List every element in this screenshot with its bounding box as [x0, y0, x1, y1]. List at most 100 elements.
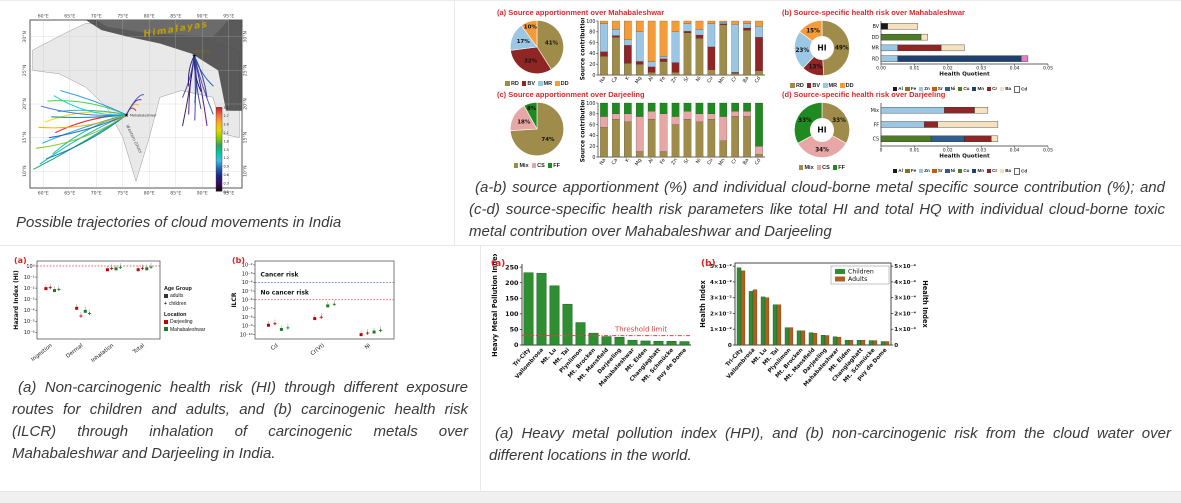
svg-text:60: 60	[589, 40, 595, 46]
svg-text:75°E: 75°E	[117, 191, 128, 197]
svg-text:65°E: 65°E	[64, 191, 75, 197]
bottom-row: 10⁰ 10⁻¹ 10⁻² 10⁻³ 10⁻⁴ 10⁻⁵ 10⁻⁶ Hazard Index …	[0, 246, 1181, 491]
ilcr-scatter: 10⁻² 10⁻³ 10⁻⁴ 10⁻⁵ 10⁻⁶ 10⁻⁷ 10⁻⁸ 10⁻⁹ 10⁻¹⁰ ILC…	[230, 254, 398, 371]
svg-text:95°E: 95°E	[223, 14, 234, 20]
scatter-legend: Age Group adults + children Location Darjeeli…	[164, 286, 206, 333]
svg-text:4×10⁻⁴: 4×10⁻⁴	[894, 279, 916, 286]
svg-text:75°E: 75°E	[117, 14, 128, 20]
svg-text:10⁻³: 10⁻³	[242, 271, 253, 277]
svg-text:Health Index: Health Index	[921, 280, 929, 328]
svg-text:10⁻⁵: 10⁻⁵	[242, 289, 253, 295]
svg-text:0.04: 0.04	[1010, 66, 1020, 72]
svg-text:Health Quotient: Health Quotient	[939, 72, 990, 78]
svg-text:0: 0	[592, 155, 595, 161]
svg-text:100: 100	[586, 101, 595, 107]
svg-text:(a): (a)	[491, 259, 505, 269]
svg-text:5×10⁻⁴: 5×10⁻⁴	[894, 263, 916, 270]
svg-text:Mn: Mn	[718, 158, 727, 167]
svg-text:K: K	[624, 157, 631, 163]
svg-text:41%: 41%	[545, 41, 559, 47]
svg-text:20: 20	[589, 144, 595, 150]
svg-text:0.3: 0.3	[224, 181, 229, 185]
svg-text:0: 0	[728, 343, 732, 349]
svg-text:20°N: 20°N	[243, 98, 249, 110]
svg-text:(b): (b)	[701, 259, 716, 269]
svg-text:Mix: Mix	[871, 108, 879, 114]
svg-text:10°N: 10°N	[22, 165, 28, 177]
svg-text:K: K	[624, 75, 631, 81]
svg-text:Na: Na	[599, 157, 608, 166]
svg-text:Ni: Ni	[695, 76, 703, 83]
svg-text:2×10⁻²: 2×10⁻²	[710, 310, 732, 317]
svg-text:0.02: 0.02	[943, 148, 953, 154]
svg-text:10⁻⁶: 10⁻⁶	[24, 330, 35, 336]
donut-chart-darjeeling: HI 33% 34% 33%	[792, 100, 852, 165]
svg-text:85°E: 85°E	[170, 14, 181, 20]
svg-text:0: 0	[880, 148, 883, 154]
panel-hpi-cell: 0 50 100 150 200 250 Heavy Metal Pollution Ind…	[481, 246, 1181, 491]
svg-text:0.05: 0.05	[1043, 148, 1053, 154]
svg-text:10⁻²: 10⁻²	[242, 263, 253, 269]
svg-text:0: 0	[592, 73, 595, 79]
svg-text:Darjeeling: Darjeeling	[193, 50, 210, 54]
svg-text:60°E: 60°E	[38, 14, 49, 20]
svg-text:Sr: Sr	[683, 157, 691, 165]
panel-risk-cell: 10⁰ 10⁻¹ 10⁻² 10⁻³ 10⁻⁴ 10⁻⁵ 10⁻⁶ Hazard Index …	[0, 246, 481, 491]
subpanel-a-title: (a) Source apportionment over Mahabalesh…	[497, 8, 665, 17]
svg-text:200: 200	[505, 279, 519, 287]
svg-text:Zn: Zn	[670, 158, 678, 167]
svg-text:Health Index: Health Index	[699, 280, 707, 328]
svg-text:15%: 15%	[806, 28, 820, 34]
svg-text:DD: DD	[872, 35, 880, 41]
svg-text:CS: CS	[873, 137, 879, 143]
hpi-figure: 0 50 100 150 200 250 Heavy Metal Pollution Ind…	[489, 251, 1171, 399]
svg-text:HI: HI	[817, 44, 827, 53]
hpi-bar-chart: 0 50 100 150 200 250 Heavy Metal Pollution Ind…	[489, 251, 697, 399]
svg-text:10⁻⁹: 10⁻⁹	[242, 324, 253, 330]
svg-text:Adults: Adults	[848, 276, 867, 283]
svg-text:0.02: 0.02	[943, 66, 953, 72]
risk-figure: 10⁰ 10⁻¹ 10⁻² 10⁻³ 10⁻⁴ 10⁻⁵ 10⁻⁶ Hazard Index …	[12, 254, 468, 371]
svg-text:(b): (b)	[232, 256, 245, 265]
svg-text:Ca: Ca	[611, 76, 619, 85]
svg-text:80: 80	[589, 112, 595, 118]
svg-text:Mg: Mg	[634, 76, 643, 85]
svg-text:10⁻³: 10⁻³	[24, 297, 35, 303]
svg-text:BV: BV	[873, 24, 880, 30]
stacked-bars-mahabaleshwar: 0 20 40 60 80 100 Source contribution Na Ca K Mg Al…	[579, 16, 767, 97]
svg-text:10⁻⁷: 10⁻⁷	[242, 306, 253, 312]
svg-text:No cancer risk: No cancer risk	[261, 289, 310, 296]
svg-text:10%: 10%	[524, 24, 538, 30]
svg-text:0: 0	[894, 343, 898, 349]
svg-text:10⁰: 10⁰	[26, 264, 34, 270]
svg-text:0.01: 0.01	[910, 66, 920, 72]
subpanel-b: (b) Source-specific health risk over Mah…	[780, 7, 1165, 93]
svg-text:20: 20	[589, 62, 595, 68]
svg-text:25°N: 25°N	[243, 65, 249, 77]
svg-text:100: 100	[586, 19, 595, 25]
svg-text:Children: Children	[848, 269, 874, 276]
svg-text:Hazard Index (HI): Hazard Index (HI)	[13, 270, 20, 330]
pie-chart-mahabaleshwar: 41% 32% 17% 10%	[508, 18, 566, 81]
svg-text:Cr(VI): Cr(VI)	[310, 343, 326, 357]
svg-text:34%: 34%	[815, 148, 829, 154]
stacked-bars-darjeeling: 0 20 40 60 80 100 Source contribution Na Ca K Mg Al…	[579, 98, 767, 179]
svg-text:40: 40	[589, 133, 595, 139]
svg-text:18%: 18%	[517, 120, 531, 126]
svg-text:Threshold limit: Threshold limit	[614, 326, 667, 334]
svg-text:Cr: Cr	[730, 157, 738, 166]
svg-text:0: 0	[514, 341, 519, 349]
svg-text:60°E: 60°E	[38, 191, 49, 197]
svg-text:80°E: 80°E	[144, 14, 155, 20]
svg-text:Sr: Sr	[683, 75, 691, 83]
source-figure: (a) Source apportionment over Mahabalesh…	[495, 7, 1165, 175]
svg-text:Cancer risk: Cancer risk	[261, 272, 300, 279]
svg-text:ILCR: ILCR	[231, 292, 238, 307]
subpanel-c-title: (c) Source apportionment over Darjeeling	[497, 90, 645, 99]
svg-text:30°N: 30°N	[243, 31, 249, 43]
svg-text:10⁻¹⁰: 10⁻¹⁰	[240, 332, 253, 338]
svg-text:Cr: Cr	[730, 75, 738, 84]
svg-text:Mn: Mn	[718, 76, 727, 85]
svg-text:Mg: Mg	[634, 158, 643, 167]
svg-text:250: 250	[505, 263, 519, 271]
